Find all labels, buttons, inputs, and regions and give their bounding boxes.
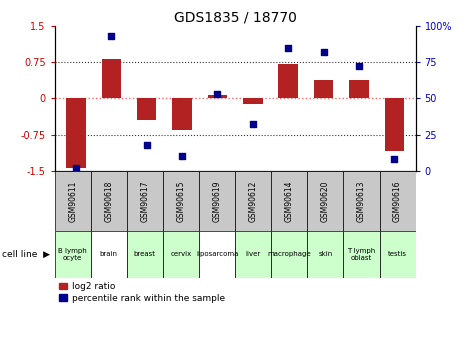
Bar: [137, 98, 156, 120]
Text: GSM90616: GSM90616: [393, 180, 402, 222]
Title: GDS1835 / 18770: GDS1835 / 18770: [174, 11, 296, 25]
Text: GSM90613: GSM90613: [357, 180, 366, 222]
Text: GSM90618: GSM90618: [104, 180, 113, 221]
Text: GSM90619: GSM90619: [213, 180, 221, 222]
Bar: [385, 98, 404, 151]
Bar: [380, 231, 416, 278]
Point: [285, 45, 292, 50]
Point: [249, 122, 256, 127]
Bar: [199, 231, 235, 278]
Bar: [102, 59, 121, 98]
Text: testis: testis: [388, 252, 407, 257]
Text: breast: breast: [134, 252, 156, 257]
Point: [72, 165, 80, 171]
Text: GSM90620: GSM90620: [321, 180, 330, 222]
Bar: [278, 63, 298, 98]
Point: [214, 91, 221, 97]
Point: [355, 64, 363, 69]
Bar: [235, 231, 271, 278]
Bar: [172, 98, 192, 130]
Bar: [55, 171, 91, 231]
Bar: [163, 171, 199, 231]
Text: macrophage: macrophage: [267, 252, 311, 257]
Text: cervix: cervix: [171, 252, 191, 257]
Text: GSM90617: GSM90617: [141, 180, 149, 222]
Bar: [91, 171, 127, 231]
Text: GSM90612: GSM90612: [249, 180, 257, 221]
Text: GSM90614: GSM90614: [285, 180, 294, 222]
Text: brain: brain: [100, 252, 118, 257]
Bar: [163, 231, 199, 278]
Text: liposarcoma: liposarcoma: [196, 252, 238, 257]
Bar: [380, 171, 416, 231]
Bar: [235, 171, 271, 231]
Text: GSM90615: GSM90615: [177, 180, 185, 222]
Bar: [127, 171, 163, 231]
Point: [178, 154, 186, 159]
Bar: [307, 231, 343, 278]
Bar: [314, 80, 333, 98]
Bar: [271, 171, 307, 231]
Point: [107, 33, 115, 39]
Bar: [66, 98, 86, 168]
Legend: log2 ratio, percentile rank within the sample: log2 ratio, percentile rank within the s…: [59, 282, 225, 303]
Bar: [127, 231, 163, 278]
Point: [390, 156, 398, 162]
Bar: [243, 98, 263, 104]
Text: GSM90611: GSM90611: [68, 180, 77, 221]
Bar: [307, 171, 343, 231]
Bar: [199, 171, 235, 231]
Bar: [343, 231, 380, 278]
Bar: [55, 231, 91, 278]
Text: T lymph
oblast: T lymph oblast: [347, 248, 376, 261]
Bar: [91, 231, 127, 278]
Bar: [208, 95, 227, 98]
Bar: [343, 171, 380, 231]
Point: [143, 142, 151, 147]
Text: liver: liver: [246, 252, 261, 257]
Bar: [349, 80, 369, 98]
Point: [320, 49, 327, 55]
Bar: [271, 231, 307, 278]
Text: cell line  ▶: cell line ▶: [2, 250, 50, 259]
Text: skin: skin: [318, 252, 332, 257]
Text: B lymph
ocyte: B lymph ocyte: [58, 248, 87, 261]
